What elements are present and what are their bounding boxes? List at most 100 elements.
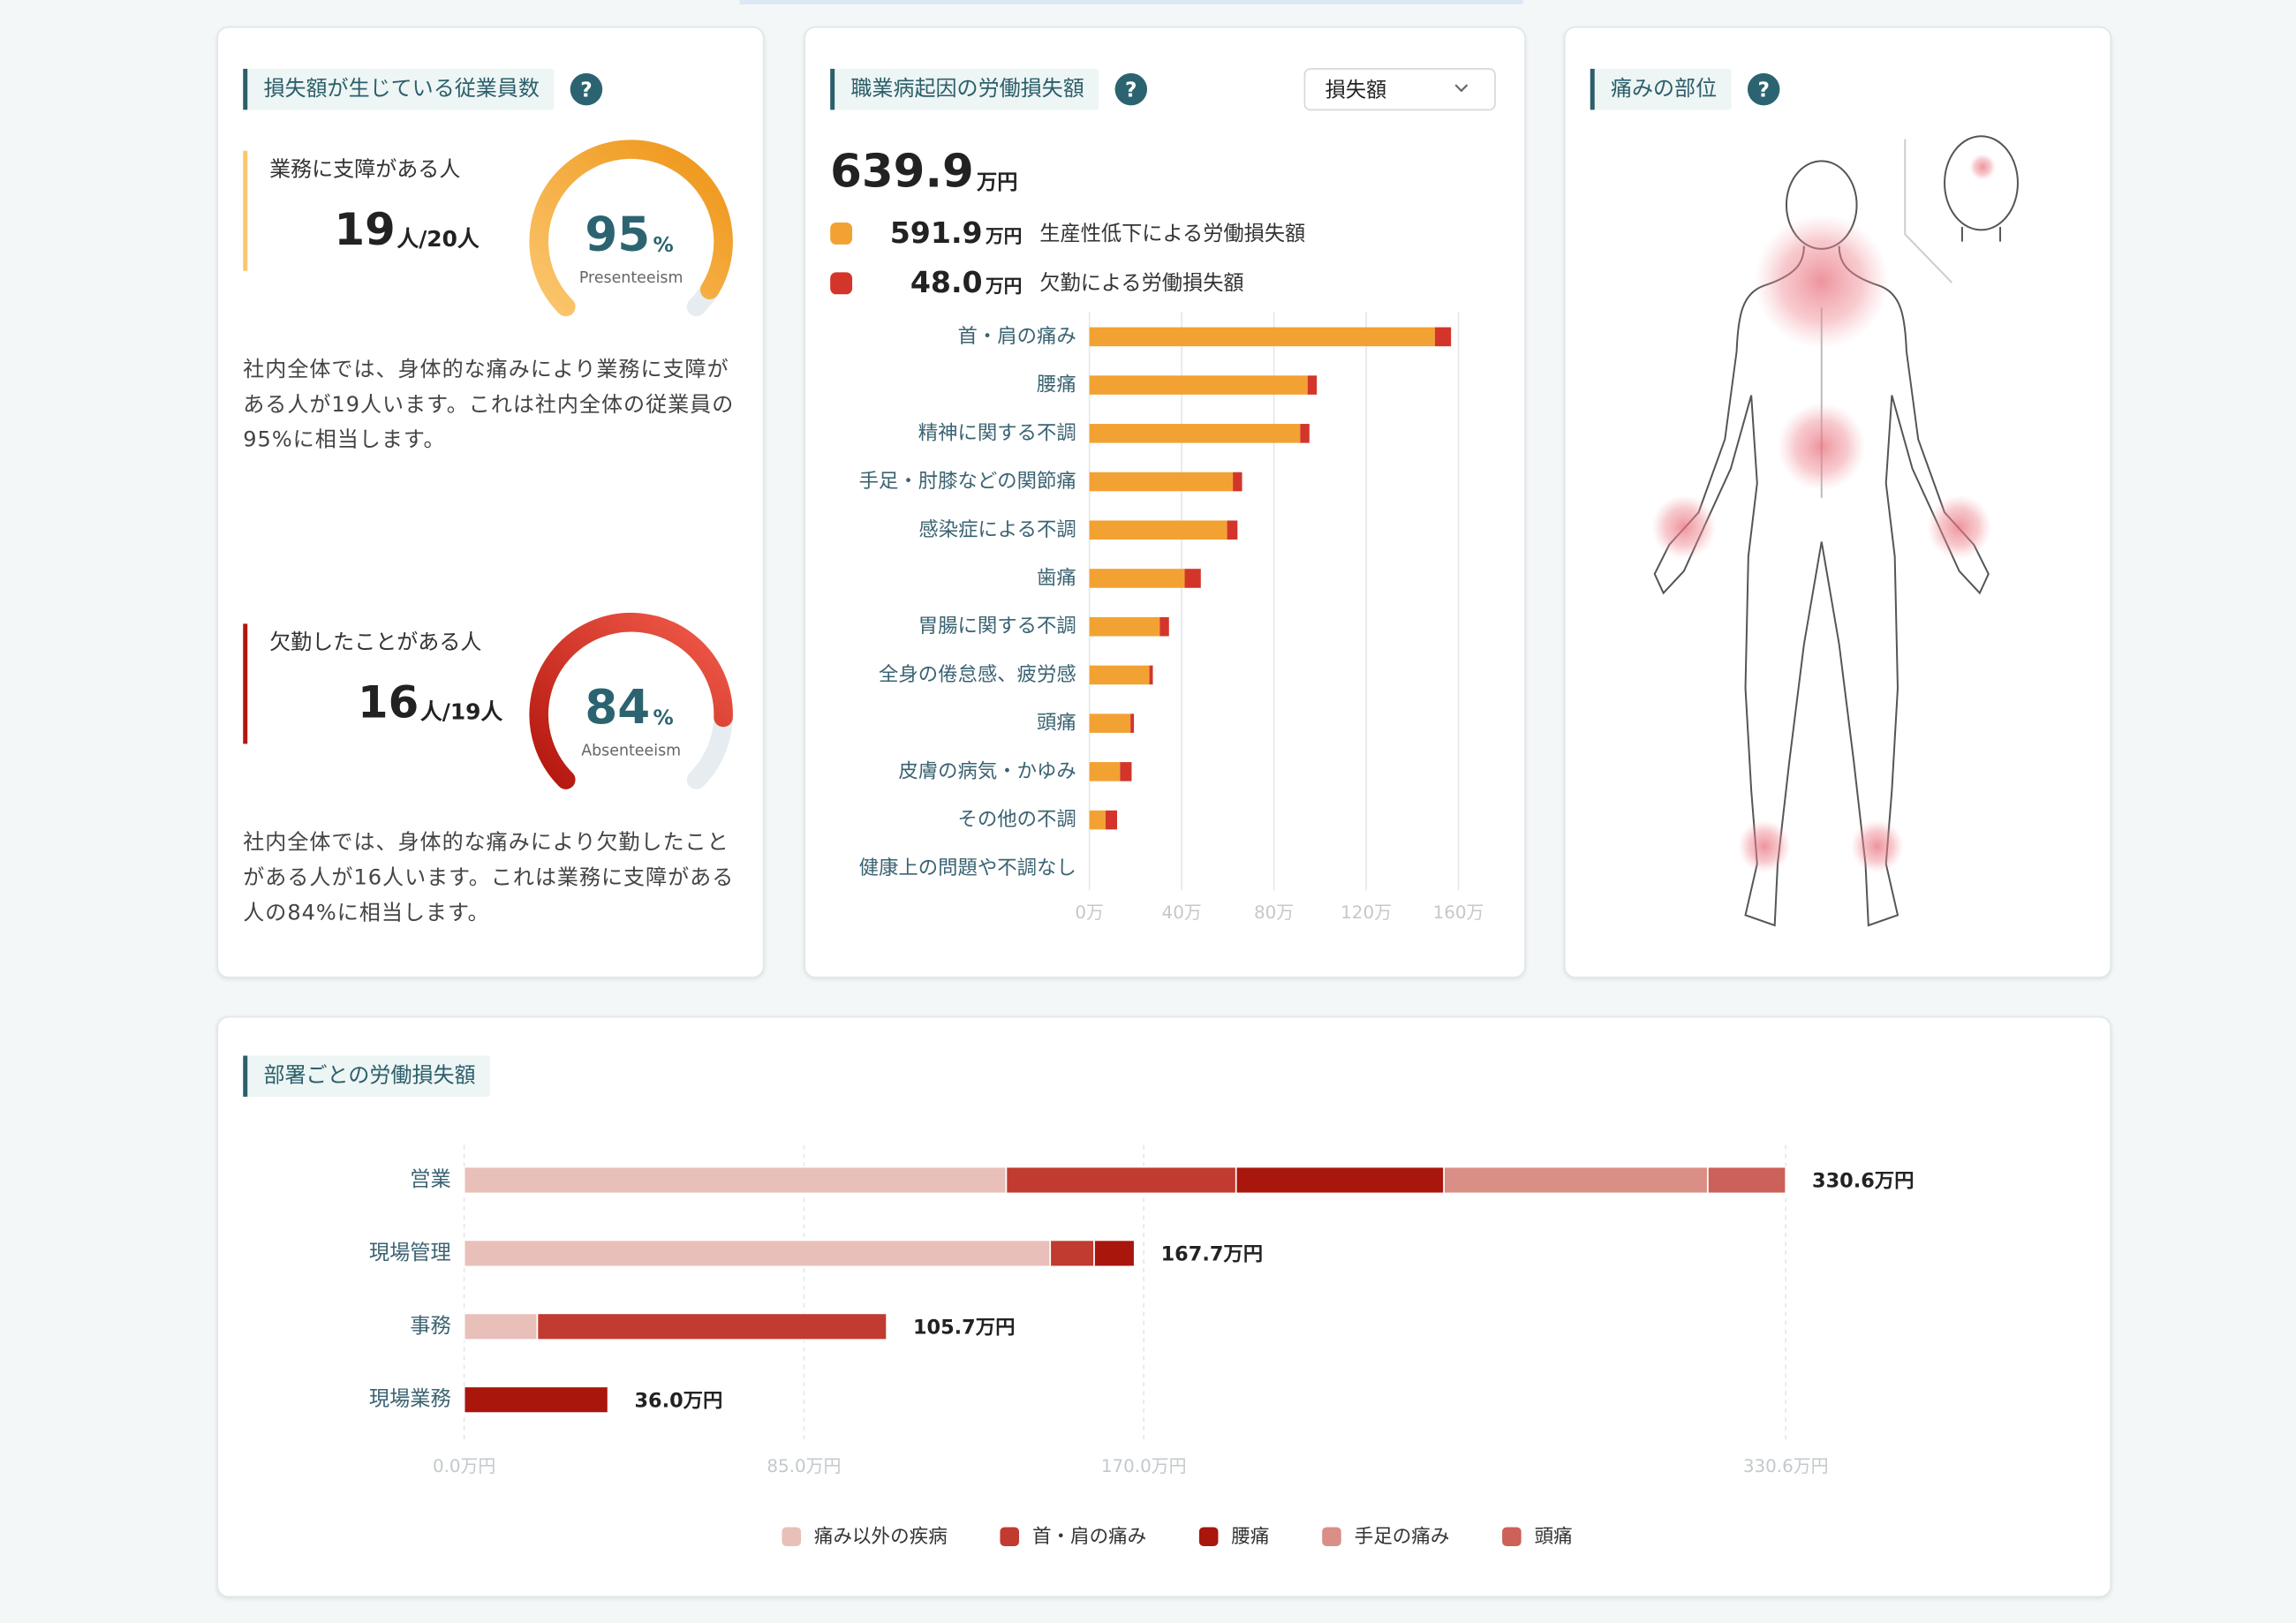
card — [1563, 26, 2112, 978]
title-bar — [1590, 68, 1595, 110]
dropdown-chevron — [1454, 84, 1469, 93]
legend-unit: 万円 — [985, 276, 1022, 297]
x-tick-label: 330.6万円 — [1743, 1456, 1829, 1476]
bar-segment — [1089, 665, 1150, 685]
tab-indicator — [739, 0, 1523, 4]
legend-swatch — [1502, 1527, 1522, 1547]
help-icon-glyph: ? — [580, 78, 592, 102]
gauge-unit: % — [653, 233, 674, 257]
body-figure — [1651, 135, 2019, 927]
x-tick-label: 40万 — [1162, 902, 1202, 923]
legend-label: 手足の痛み — [1355, 1526, 1450, 1548]
gauge-arc — [529, 612, 733, 789]
y-tick-label: その他の不調 — [957, 808, 1076, 831]
x-tick-label: 85.0万円 — [767, 1456, 841, 1476]
description: 社内全体では、身体的な痛みにより欠勤したことがある人が16人います。これは業務に… — [243, 831, 735, 925]
bar-segment — [1707, 1166, 1787, 1195]
total-label: 330.6万円 — [1812, 1170, 1915, 1193]
y-tick-label: 胃腸に関する不調 — [918, 615, 1076, 638]
total-value: 639.9 — [830, 145, 974, 198]
y-tick-label: 首・肩の痛み — [957, 325, 1076, 348]
help-icon[interactable] — [570, 72, 603, 106]
card-title: 職業病起因の労働損失額 — [850, 76, 1084, 101]
legend-label: 生産性低下による労働損失額 — [1039, 222, 1305, 245]
count: 19 — [334, 204, 395, 255]
bar-segment — [1089, 472, 1234, 492]
legend-swatch — [782, 1527, 802, 1547]
x-tick-label: 160万 — [1433, 902, 1484, 923]
bar-segment — [1089, 713, 1131, 733]
help-icon-glyph: ? — [1757, 78, 1769, 102]
bar-segment — [1443, 1166, 1709, 1195]
legend-label: 痛み以外の疾病 — [814, 1526, 948, 1548]
x-tick-label: 0万 — [1075, 902, 1104, 923]
x-tick-label: 80万 — [1254, 902, 1294, 923]
legend-total: 48.0 — [910, 265, 983, 299]
bar-segment — [463, 1385, 609, 1414]
count-unit: 人/19人 — [420, 699, 503, 725]
x-tick-label: 0.0万円 — [433, 1456, 495, 1476]
title-chip — [1590, 68, 1732, 110]
help-icon-glyph: ? — [1125, 78, 1137, 102]
legend-total: 591.9 — [890, 215, 983, 250]
bar-segment — [1235, 1166, 1445, 1195]
y-tick-label: 皮膚の病気・かゆみ — [898, 759, 1076, 782]
gauge-value: 95 — [585, 207, 650, 261]
bar-segment — [536, 1312, 887, 1341]
bar-segment — [1049, 1239, 1095, 1268]
x-tick-label: 170.0万円 — [1101, 1456, 1187, 1476]
total-unit: 万円 — [977, 170, 1017, 194]
bar-segment — [463, 1312, 539, 1341]
bar-segment — [1089, 424, 1301, 443]
gauge-label: Absenteeism — [581, 743, 681, 760]
legend-label: 首・肩の痛み — [1032, 1526, 1146, 1548]
total-label: 105.7万円 — [913, 1316, 1016, 1339]
count: 16 — [358, 677, 419, 728]
gauge-value: 84 — [585, 680, 650, 735]
bar-segment — [1130, 713, 1135, 733]
card — [216, 26, 765, 978]
bar-segment — [1089, 520, 1227, 540]
bar-segment — [1300, 424, 1310, 443]
legend-label: 頭痛 — [1535, 1526, 1573, 1548]
card-title: 損失額が生じている従業員数 — [263, 76, 539, 101]
title-bar — [243, 1055, 248, 1097]
title-chip — [243, 68, 555, 110]
gauge-arc — [529, 140, 733, 317]
bar-segment — [1434, 327, 1452, 347]
legend-label: 欠勤による労働損失額 — [1039, 271, 1243, 295]
help-icon[interactable] — [1114, 72, 1148, 106]
bar-segment — [1120, 762, 1132, 781]
y-tick-label: 腰痛 — [1037, 374, 1076, 396]
total-label: 36.0万円 — [634, 1389, 722, 1412]
y-tick-label: 全身の倦怠感、疲労感 — [879, 663, 1076, 686]
help-icon[interactable] — [1747, 72, 1780, 106]
bar-segment — [1159, 616, 1169, 637]
bar-segment — [1089, 375, 1308, 395]
y-tick-label: 手足・肘膝などの関節痛 — [859, 470, 1076, 493]
block-bar — [243, 150, 248, 271]
y-tick-label: 頭痛 — [1037, 712, 1076, 735]
dropdown[interactable] — [1303, 68, 1496, 111]
total-label: 167.7万円 — [1161, 1243, 1264, 1266]
card-title: 部署ごとの労働損失額 — [263, 1063, 475, 1088]
y-tick-label: 精神に関する不調 — [918, 421, 1076, 444]
bar-segment — [1307, 375, 1318, 395]
card — [216, 1015, 2112, 1598]
card-title: 痛みの部位 — [1611, 76, 1717, 101]
block-label: 欠勤したことがある人 — [269, 630, 481, 654]
legend-swatch — [830, 272, 853, 295]
legend-swatch — [830, 223, 853, 245]
bar-segment — [1149, 665, 1153, 685]
title-chip — [830, 68, 1099, 110]
dropdown-value: 損失額 — [1325, 78, 1387, 102]
card — [804, 26, 1526, 978]
title-bar — [830, 68, 835, 110]
legend-swatch — [1322, 1527, 1341, 1547]
x-tick-label: 120万 — [1341, 902, 1392, 923]
bar-segment — [1005, 1166, 1237, 1195]
bar-segment — [1184, 569, 1201, 588]
